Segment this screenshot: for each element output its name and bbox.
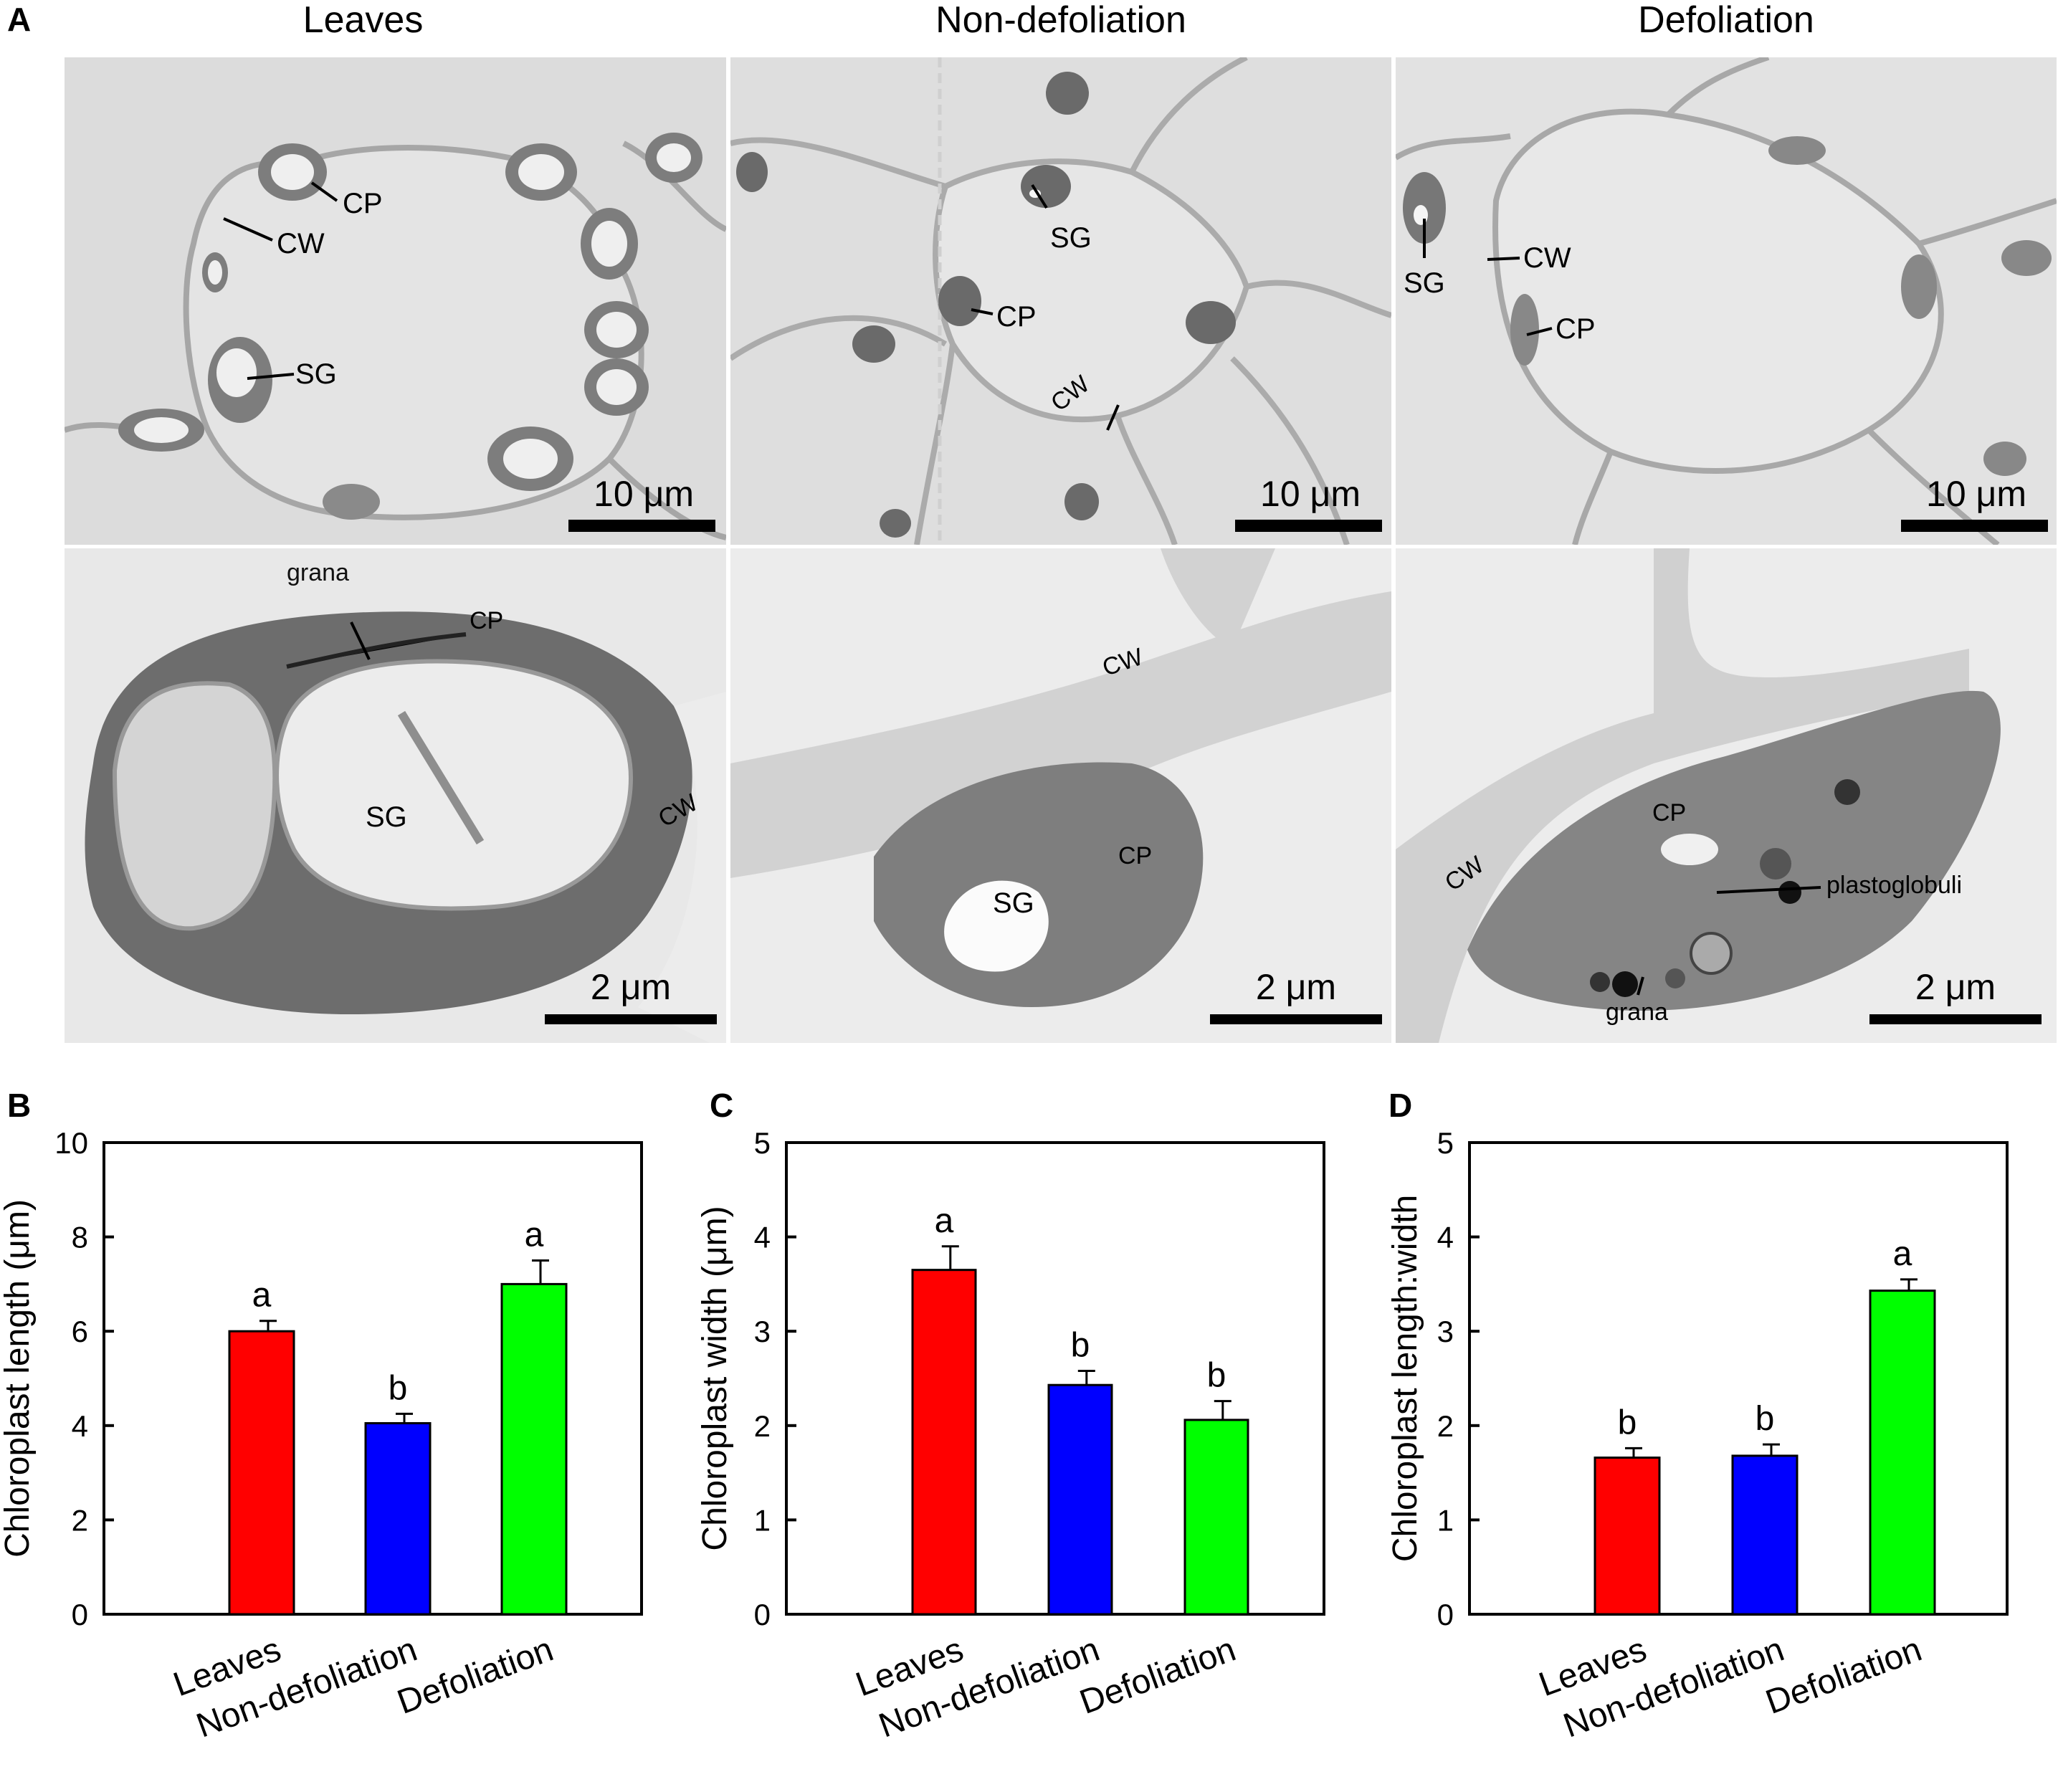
y-tick-label: 2 <box>754 1409 771 1443</box>
significance-letter: b <box>1071 1326 1090 1364</box>
y-tick-label: 6 <box>72 1315 88 1348</box>
y-axis-title: Chloroplast length:width <box>1388 1195 1424 1562</box>
x-tick-label: Defoliation <box>1761 1631 1927 1722</box>
significance-letter: a <box>252 1277 272 1315</box>
bar <box>911 1269 977 1616</box>
y-tick-label: 0 <box>72 1598 88 1631</box>
label-sg: SG <box>295 358 337 390</box>
bar <box>1731 1454 1799 1616</box>
y-axis-title: Chloroplast width (μm) <box>699 1206 734 1550</box>
y-tick-label: 3 <box>1437 1315 1454 1348</box>
y-tick-label: 0 <box>754 1598 771 1631</box>
label-cw: CW <box>277 228 325 259</box>
panel-label-c: C <box>710 1087 734 1124</box>
scale-bar-label: 2 μm <box>1255 967 1337 1007</box>
micrograph-nondefoliation-detail-image <box>730 548 1391 1007</box>
significance-letter: a <box>525 1216 544 1254</box>
micrograph-defoliation-detail <box>1396 548 2057 1043</box>
y-axis-title: Chloroplast length (μm) <box>0 1199 37 1558</box>
y-tick-label: 4 <box>1437 1221 1454 1254</box>
scale-bar <box>1210 1014 1382 1024</box>
column-title-defoliation: Defoliation <box>1638 0 1814 41</box>
column-title-nondefoliation: Non-defoliation <box>935 0 1186 41</box>
significance-letter: b <box>1618 1403 1637 1441</box>
label-cp: CP <box>1118 842 1153 869</box>
label-sg: SG <box>1404 267 1445 299</box>
bar <box>364 1422 432 1616</box>
scale-bar <box>1869 1014 2042 1024</box>
x-tick-label: Defoliation <box>1075 1631 1241 1722</box>
y-tick-label: 2 <box>72 1503 88 1537</box>
micrograph-nondefoliation-overview <box>730 57 1391 545</box>
scale-bar-label: 10 μm <box>1926 474 2026 514</box>
scale-bar-label: 2 μm <box>1915 967 1996 1007</box>
label-cw: CW <box>1523 242 1571 274</box>
label-grana: grana <box>1606 999 1668 1026</box>
significance-letter: a <box>935 1202 954 1240</box>
y-tick-label: 5 <box>1437 1126 1454 1160</box>
label-sg: SG <box>366 801 407 833</box>
y-tick-label: 3 <box>754 1315 771 1348</box>
micrograph-defoliation-detail-image <box>1396 548 2001 1043</box>
panel-label-b: B <box>7 1087 32 1124</box>
y-tick-label: 0 <box>1437 1598 1454 1631</box>
significance-letter: b <box>1756 1400 1775 1438</box>
label-cp: CP <box>470 607 504 634</box>
label-sg: SG <box>1050 222 1092 254</box>
bar <box>228 1330 295 1616</box>
panel-label-d: D <box>1388 1087 1413 1124</box>
label-sg: SG <box>993 887 1034 919</box>
bar <box>1593 1457 1661 1616</box>
bar <box>1183 1419 1249 1616</box>
y-tick-label: 5 <box>754 1126 771 1160</box>
scale-bar <box>545 1014 717 1024</box>
micrograph-defoliation-overview <box>1396 57 2057 545</box>
micrograph-leaves-detail-image <box>85 611 726 1043</box>
micrograph-leaves-detail <box>65 548 726 1043</box>
scale-bar <box>1901 520 2048 532</box>
label-grana: grana <box>287 559 349 586</box>
scale-bar-label: 2 μm <box>590 967 672 1007</box>
micrograph-nondefoliation-detail <box>730 548 1391 1043</box>
y-tick-label: 10 <box>54 1126 88 1160</box>
bar <box>1047 1383 1113 1616</box>
micrograph-leaves-overview-image <box>65 133 726 540</box>
micrograph-defoliation-overview-image <box>1396 57 2057 545</box>
scale-bar-label: 10 μm <box>1260 474 1361 514</box>
label-cp: CP <box>1556 313 1596 345</box>
y-tick-label: 4 <box>754 1221 771 1254</box>
label-plastoglobuli: plastoglobuli <box>1826 872 1963 899</box>
y-tick-label: 4 <box>72 1409 88 1443</box>
scale-bar-label: 10 μm <box>594 474 694 514</box>
label-cp: CP <box>996 301 1037 333</box>
column-title-leaves: Leaves <box>302 0 424 41</box>
y-tick-label: 1 <box>1437 1503 1454 1537</box>
micrograph-nondefoliation-overview-image <box>730 57 1391 545</box>
significance-letter: b <box>389 1369 408 1407</box>
bar <box>1869 1290 1936 1616</box>
significance-letter: b <box>1207 1357 1226 1395</box>
y-tick-label: 1 <box>754 1503 771 1537</box>
bar <box>500 1282 568 1616</box>
micrograph-leaves-overview <box>65 57 726 545</box>
scale-bar <box>568 520 715 532</box>
significance-letter: a <box>1893 1235 1912 1273</box>
x-tick-label: Defoliation <box>393 1631 558 1722</box>
scale-bar <box>1235 520 1382 532</box>
label-cp: CP <box>343 188 383 219</box>
panel-label-a: A <box>7 1 32 38</box>
y-tick-label: 8 <box>72 1221 88 1254</box>
label-cp: CP <box>1652 799 1687 826</box>
y-tick-label: 2 <box>1437 1409 1454 1443</box>
